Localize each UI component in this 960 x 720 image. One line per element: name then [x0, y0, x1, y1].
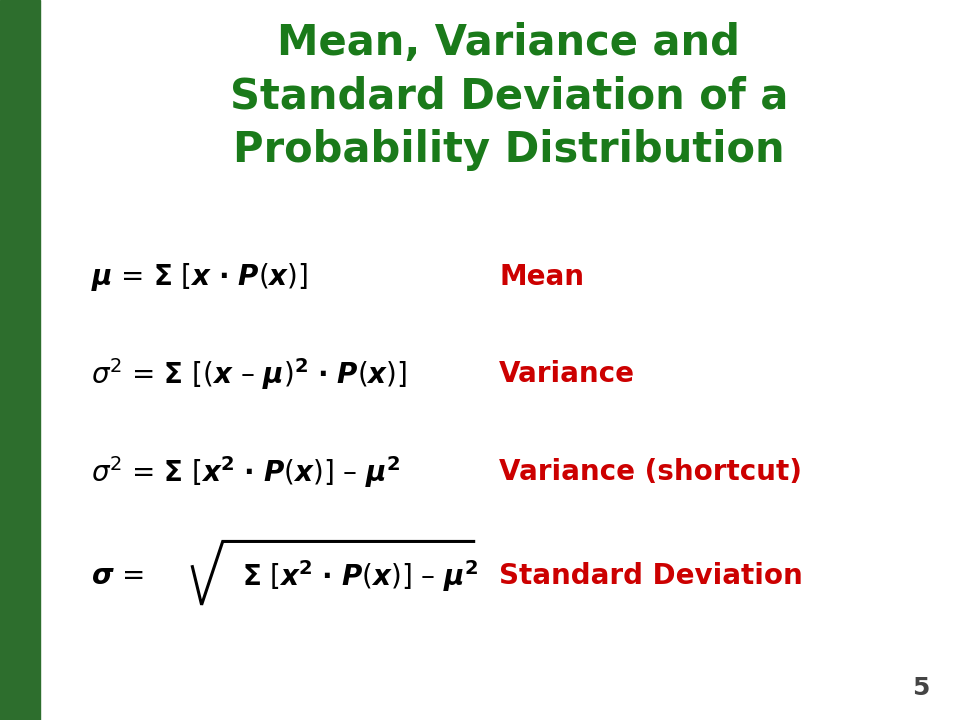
- Text: $\boldsymbol{\mu}$ = $\boldsymbol{\Sigma}$ [$\boldsymbol{x}$ $\boldsymbol{\cdot}: $\boldsymbol{\mu}$ = $\boldsymbol{\Sigma…: [91, 261, 308, 293]
- Text: Mean, Variance and
Standard Deviation of a
Probability Distribution: Mean, Variance and Standard Deviation of…: [229, 22, 788, 171]
- Text: Variance (shortcut): Variance (shortcut): [499, 458, 803, 485]
- Text: $\boldsymbol{\Sigma}$ [$\boldsymbol{x}^{\boldsymbol{2}}$ $\boldsymbol{\cdot}$ $\: $\boldsymbol{\Sigma}$ [$\boldsymbol{x}^{…: [242, 558, 478, 594]
- Text: Mean: Mean: [499, 264, 585, 291]
- Text: Variance: Variance: [499, 361, 636, 388]
- Text: $\boldsymbol{\sigma^2}$ = $\boldsymbol{\Sigma}$ [$\boldsymbol{x}^{\boldsymbol{2}: $\boldsymbol{\sigma^2}$ = $\boldsymbol{\…: [91, 454, 400, 490]
- Text: Standard Deviation: Standard Deviation: [499, 562, 803, 590]
- Text: $\boldsymbol{\sigma^2}$ = $\boldsymbol{\Sigma}$ [($\boldsymbol{x}$ – $\boldsymbo: $\boldsymbol{\sigma^2}$ = $\boldsymbol{\…: [91, 356, 407, 392]
- Text: $\boldsymbol{\sigma}$ =: $\boldsymbol{\sigma}$ =: [91, 562, 144, 590]
- Text: 5: 5: [912, 676, 929, 700]
- Bar: [0, 0, 40, 720]
